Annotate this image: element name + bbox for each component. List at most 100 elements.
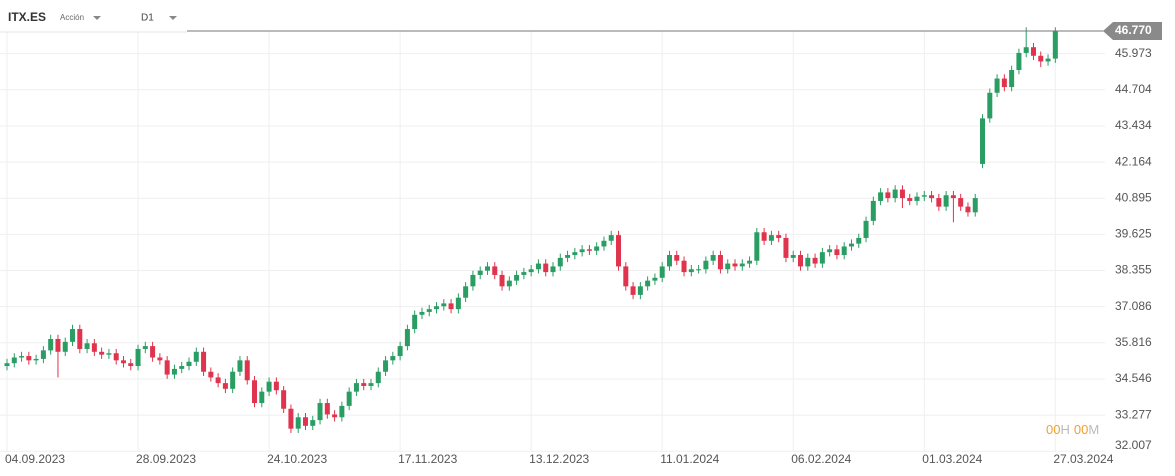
x-tick-label: 04.09.2023 — [5, 452, 65, 466]
candle-body — [302, 417, 308, 426]
candle-body — [710, 255, 716, 261]
candle-body — [907, 198, 913, 201]
candle-body — [1038, 55, 1044, 62]
candle-body — [557, 257, 563, 267]
candle-body — [827, 249, 833, 253]
candle-body — [266, 381, 272, 392]
y-tick-label: 43.434 — [1115, 118, 1152, 132]
candle-body — [477, 270, 483, 275]
candle-body — [62, 341, 68, 352]
candle-body — [681, 260, 687, 273]
candle-body — [419, 311, 425, 315]
candle-body — [717, 255, 723, 270]
candle-body — [397, 346, 403, 357]
instrument-kind: Acción — [60, 13, 84, 22]
candle-body — [878, 192, 884, 201]
x-tick-label: 06.02.2024 — [791, 452, 851, 466]
candle-body — [608, 235, 614, 241]
candle-body — [295, 417, 301, 429]
candle-body — [666, 255, 672, 267]
candle-body — [972, 198, 978, 213]
candle-body — [594, 246, 600, 251]
candle-body — [237, 360, 243, 372]
candle-body — [40, 350, 46, 359]
candle-body — [950, 195, 956, 199]
candle-body — [273, 381, 279, 391]
candle-body — [375, 371, 381, 384]
candle-body — [616, 235, 622, 267]
x-tick-label: 13.12.2023 — [529, 452, 589, 466]
dropdown-arrow[interactable] — [93, 16, 101, 20]
candle-body — [346, 391, 352, 406]
candle-body — [630, 286, 636, 295]
candle-body — [179, 366, 185, 369]
candle-body — [848, 243, 854, 247]
candle-body — [870, 200, 876, 221]
candle-body — [535, 263, 541, 270]
candle-body — [324, 403, 330, 415]
candle-body — [361, 383, 367, 386]
candle-body — [186, 361, 192, 367]
candle-body — [565, 255, 571, 258]
candle-body — [1001, 78, 1007, 88]
candle-body — [994, 78, 1000, 93]
y-tick-label: 39.625 — [1115, 227, 1152, 241]
candle-body — [455, 297, 461, 310]
candle-body — [958, 198, 964, 207]
candle-body — [754, 232, 760, 261]
candle-body — [259, 391, 265, 404]
candle-body — [492, 266, 498, 275]
candle-body — [914, 196, 920, 201]
candle-body — [11, 357, 17, 364]
candle-body — [230, 371, 236, 389]
candle-body — [885, 192, 891, 199]
price-tag-label: 46.770 — [1115, 23, 1152, 37]
y-tick-label: 45.973 — [1115, 46, 1152, 60]
candle-body — [688, 269, 694, 273]
candle-body — [892, 189, 898, 199]
candle-body — [783, 237, 789, 258]
candle-body — [747, 260, 753, 264]
plot: 32.007 33.277 34.546 35.816 37.086 38.355 39.6… — [0, 22, 1162, 466]
timeframe[interactable]: D1 — [141, 13, 154, 24]
candle-body — [732, 263, 738, 267]
candle-body — [696, 269, 702, 271]
x-tick-label: 17.11.2023 — [398, 452, 457, 466]
price-tag — [1103, 22, 1162, 40]
candle-body — [434, 306, 440, 310]
candle-body — [805, 257, 811, 267]
candle-body — [48, 338, 54, 351]
candle-body — [637, 286, 643, 295]
candle-body — [332, 414, 338, 418]
candle-body — [965, 206, 971, 213]
y-tick-label: 38.355 — [1115, 263, 1152, 277]
hours: 00 — [1046, 422, 1060, 437]
y-tick-label: 33.277 — [1115, 407, 1152, 421]
candle-body — [448, 303, 454, 310]
candle-body — [841, 246, 847, 256]
candle-body — [252, 380, 258, 404]
candle-body — [222, 383, 228, 389]
candle-body — [84, 343, 90, 349]
candle-body — [739, 263, 745, 267]
candle-body — [484, 266, 490, 271]
candle-body — [798, 255, 804, 267]
candle-body — [120, 360, 126, 364]
h-unit: H — [1060, 422, 1069, 437]
candle-body — [441, 303, 447, 307]
candle-body — [936, 198, 942, 207]
symbol[interactable]: ITX.ES — [8, 10, 46, 24]
candle-body — [244, 360, 250, 381]
candle-body — [1009, 69, 1015, 88]
candle-body — [142, 346, 148, 349]
candle-body — [550, 266, 556, 273]
candle-body — [579, 249, 585, 253]
candle-body — [514, 274, 520, 281]
candle-body — [157, 357, 163, 361]
dropdown-arrow[interactable] — [169, 16, 177, 20]
candle-body — [674, 255, 680, 261]
candle-body — [659, 266, 665, 278]
candle-body — [193, 351, 199, 362]
